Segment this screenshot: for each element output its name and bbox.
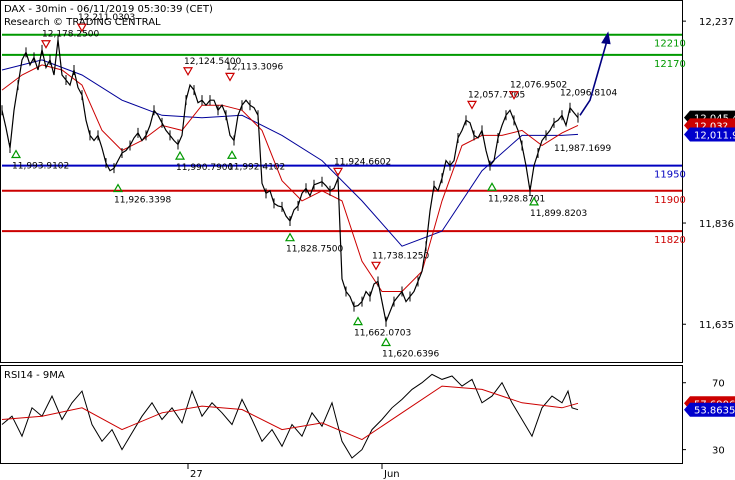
rsi-tick-label: 70 bbox=[712, 379, 725, 390]
rsi-tag-label: 53.8635 bbox=[694, 406, 735, 417]
annotation-label: 11,992.4102 bbox=[228, 162, 285, 172]
up-marker bbox=[174, 150, 186, 160]
annotation-label: 11,620.6396 bbox=[382, 349, 440, 359]
down-marker bbox=[40, 40, 52, 49]
ma-slow-series bbox=[1, 59, 579, 247]
projection-arrow bbox=[579, 31, 611, 116]
main-panel bbox=[0, 0, 683, 363]
price-series bbox=[1, 34, 579, 327]
annotation-label: 11,738.1250 bbox=[372, 251, 430, 261]
up-marker bbox=[380, 337, 392, 347]
annotation-label: 12,113.3096 bbox=[226, 62, 284, 72]
annotation-label: 11,993.9102 bbox=[12, 162, 69, 172]
level-label-12210: 12210 bbox=[654, 39, 686, 50]
annotation-label: 11,990.7900 bbox=[176, 163, 234, 173]
level-lines: 12210 12170 11950 11900 11820 bbox=[2, 33, 686, 246]
rsi-tags: 57.690653.8635 bbox=[684, 396, 735, 417]
up-marker bbox=[112, 183, 124, 193]
annotation-label: 11,899.8203 bbox=[530, 209, 587, 219]
down-marker bbox=[332, 167, 344, 177]
projection-arrowhead bbox=[601, 31, 611, 45]
price-tag-label: 12,03? bbox=[694, 121, 728, 132]
down-marker bbox=[182, 67, 194, 76]
up-marker bbox=[528, 196, 540, 206]
annotation-label: 12,076.9502 bbox=[510, 81, 567, 91]
x-tick-label: 27 bbox=[190, 469, 203, 480]
annotation-label: 11,924.6602 bbox=[334, 157, 391, 167]
level-label-11820: 11820 bbox=[654, 235, 686, 246]
down-marker bbox=[466, 100, 478, 110]
annotation-label: 11,926.3398 bbox=[114, 196, 172, 206]
rsi-y-axis: 70 30 bbox=[682, 379, 725, 457]
y-axis: 12,237 11,836 11,635 bbox=[682, 17, 734, 331]
ma-fast-line bbox=[1, 64, 579, 292]
up-marker bbox=[284, 232, 296, 242]
chart-header-line1: DAX - 30min - 06/11/2019 05:30:39 (CET) bbox=[4, 4, 213, 15]
annotation-group: 12,211.0303 12,178.2500 12,124.540012,113.… bbox=[10, 13, 618, 359]
rsi-line bbox=[1, 373, 579, 459]
annotation-label: 11,987.1699 bbox=[554, 144, 612, 154]
annotation-label: 11,928.8701 bbox=[488, 194, 545, 204]
annotation-label: 12,124.5400 bbox=[184, 57, 242, 67]
price-tag-label: 12,011.9 bbox=[694, 130, 735, 141]
price-tags: 12,045.412,03?12,011.9 bbox=[684, 110, 735, 142]
down-marker bbox=[508, 91, 520, 100]
rsi-tick-label: 30 bbox=[712, 446, 725, 457]
down-marker bbox=[370, 261, 382, 271]
ma-fast-series bbox=[1, 64, 579, 292]
ma-slow-line bbox=[1, 59, 579, 247]
up-marker bbox=[10, 149, 22, 159]
chart-header-line2: Research © TRADING CENTRAL bbox=[4, 17, 161, 28]
x-axis: 27 Jun bbox=[187, 463, 400, 480]
price-tag-bg bbox=[684, 127, 735, 142]
annotation-label: 11,828.7500 bbox=[286, 245, 344, 255]
annotation-label: 12,096.8104 bbox=[560, 89, 618, 99]
level-label-11950: 11950 bbox=[654, 170, 686, 181]
level-label-11900: 11900 bbox=[654, 195, 686, 206]
down-marker bbox=[224, 72, 236, 82]
up-marker bbox=[226, 150, 238, 159]
down-marker bbox=[76, 23, 88, 33]
rsi-ma-line bbox=[1, 385, 579, 441]
y-tick-label: 11,836 bbox=[699, 219, 734, 230]
projection-line bbox=[579, 40, 608, 116]
y-tick-label: 11,635 bbox=[699, 320, 734, 331]
up-marker bbox=[352, 316, 364, 326]
rsi-title: RSI14 - 9MA bbox=[4, 370, 65, 381]
y-tick-label: 12,237 bbox=[699, 17, 734, 28]
annotation-label: 12,178.2500 bbox=[42, 30, 100, 40]
annotation-label: 12,057.7305 bbox=[468, 90, 525, 100]
annotation-label: 12,211.0303 bbox=[78, 13, 135, 23]
x-tick-label: Jun bbox=[383, 469, 400, 480]
annotation-label: 11,662.0703 bbox=[354, 329, 411, 339]
up-marker bbox=[486, 182, 498, 191]
rsi-ma-series bbox=[1, 385, 579, 441]
level-label-12170: 12170 bbox=[654, 59, 686, 70]
rsi-tag-bg bbox=[684, 402, 735, 417]
rsi-series bbox=[1, 373, 579, 459]
rsi-panel bbox=[0, 365, 683, 464]
